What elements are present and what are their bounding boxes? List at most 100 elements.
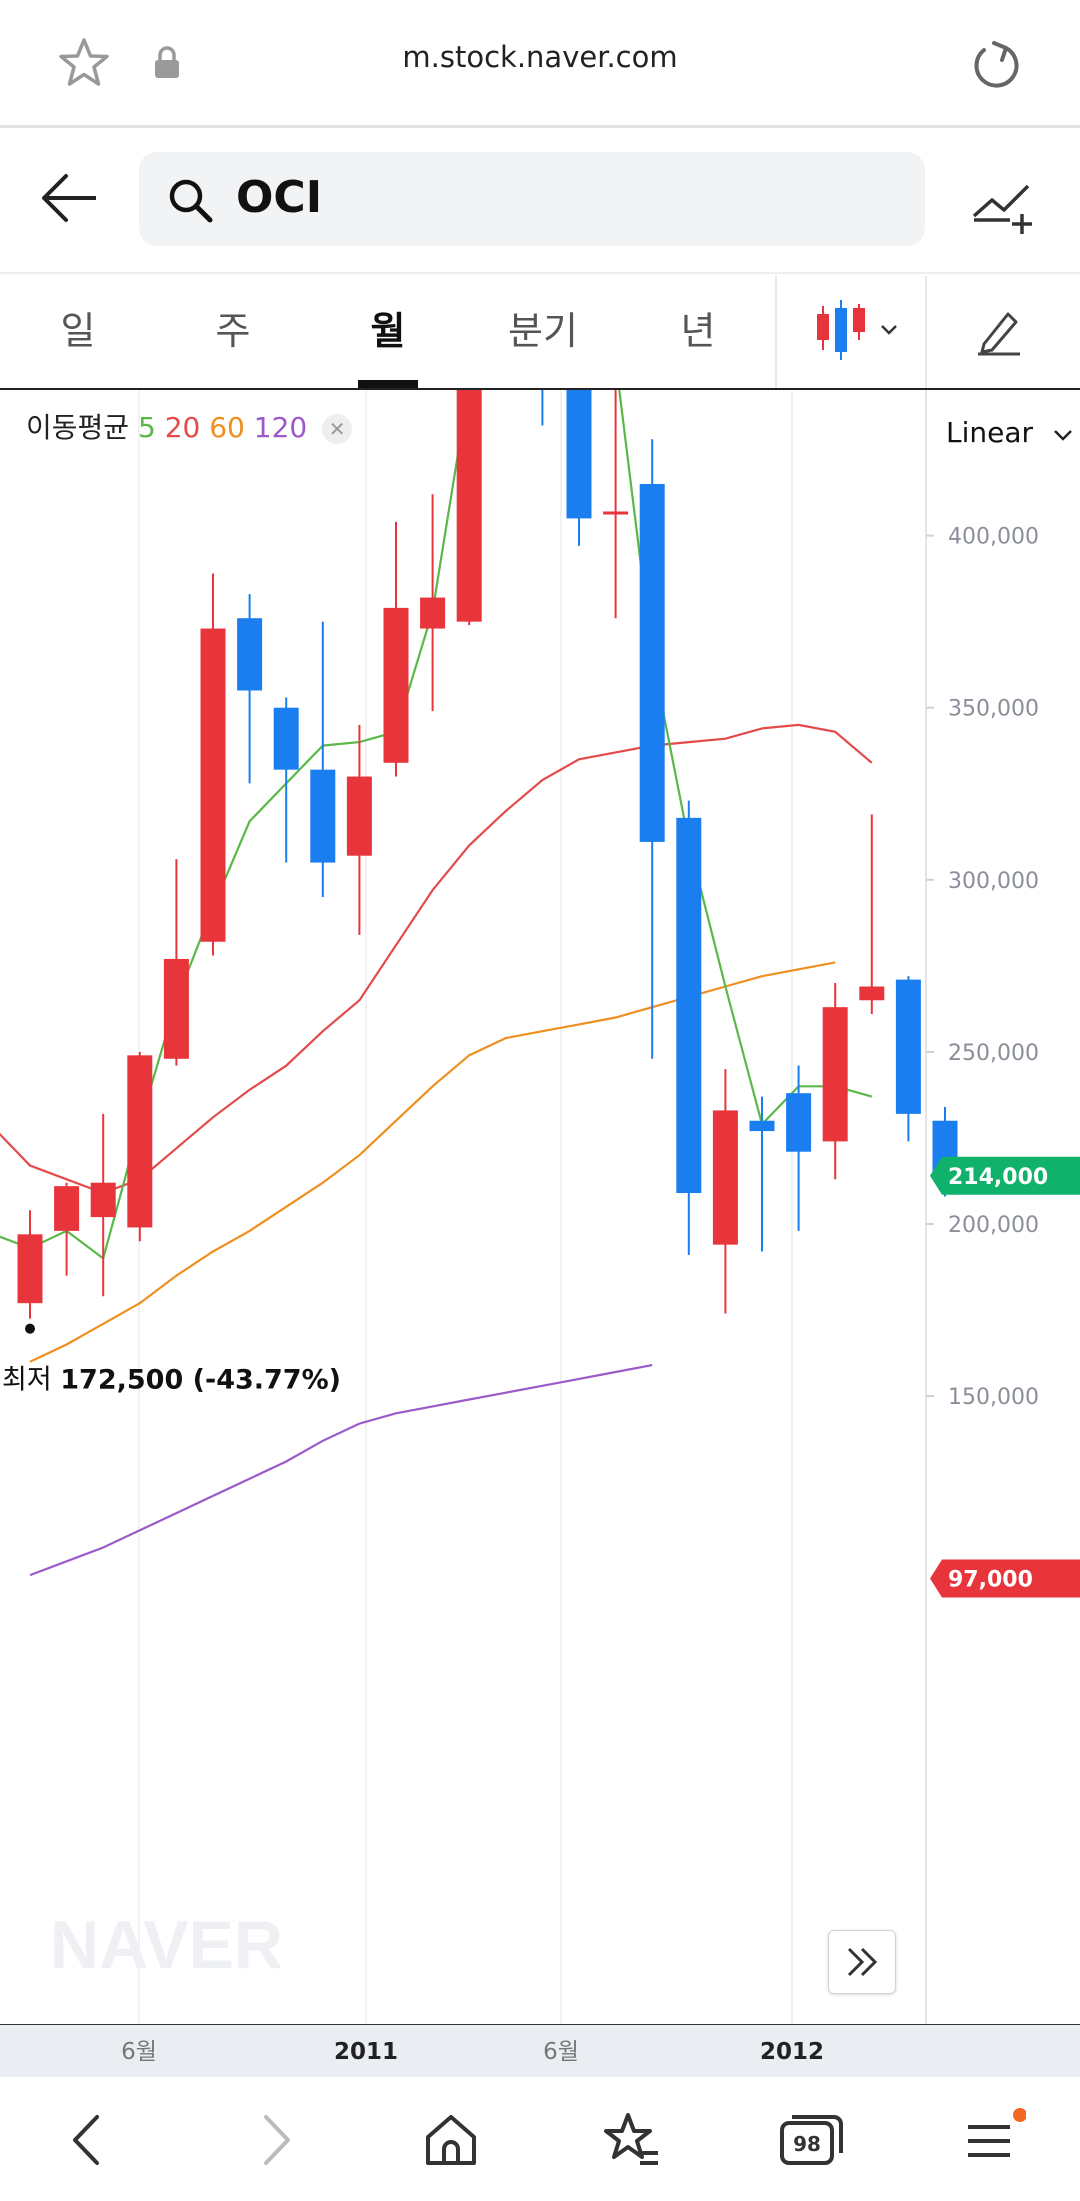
x-tick-label: 2011 xyxy=(334,2039,398,2065)
candle-body xyxy=(603,511,629,515)
y-tick-label: 200,000 xyxy=(948,1213,1039,1238)
candle-body xyxy=(346,776,372,856)
ma-120-label: 120 xyxy=(253,411,308,444)
candle-body xyxy=(237,618,263,691)
candle-body xyxy=(200,628,226,942)
x-axis-band xyxy=(0,2025,1080,2077)
candle[interactable] xyxy=(90,1113,116,1297)
nav-forward-icon[interactable] xyxy=(238,2105,308,2175)
moving-average-legend[interactable]: 이동평균 5 20 60 120 ✕ xyxy=(26,406,353,446)
candle-body xyxy=(383,607,409,763)
current-price-tag-bg xyxy=(930,1156,1080,1195)
clear-ma-close-icon[interactable]: ✕ xyxy=(322,414,353,444)
y-tick-label: 400,000 xyxy=(948,525,1039,550)
url-text[interactable]: m.stock.naver.com xyxy=(402,40,678,74)
candle-body xyxy=(822,1007,848,1142)
tab-week[interactable]: 주 xyxy=(215,309,251,353)
y-tick-label: 150,000 xyxy=(948,1385,1039,1410)
scale-label: Linear xyxy=(946,416,1034,449)
nav-menu-icon[interactable] xyxy=(956,2105,1026,2175)
y-tick-label: 350,000 xyxy=(948,697,1039,722)
candle-body xyxy=(639,483,665,842)
tabs-separator xyxy=(775,276,777,388)
candle[interactable] xyxy=(273,697,299,863)
tab-day[interactable]: 일 xyxy=(60,309,96,353)
candle-body xyxy=(420,597,446,629)
chevron-down-icon xyxy=(1054,430,1072,441)
candle[interactable] xyxy=(749,1096,775,1252)
draw-pencil-icon[interactable] xyxy=(974,306,1024,356)
candle[interactable] xyxy=(163,859,189,1066)
search-query[interactable]: OCI xyxy=(236,172,323,223)
candle[interactable] xyxy=(54,1182,80,1276)
candle[interactable] xyxy=(383,521,409,777)
low-marker xyxy=(25,1323,35,1334)
double-chevron-right-icon xyxy=(847,1947,878,1977)
candle-body xyxy=(859,986,885,1001)
candle[interactable] xyxy=(17,1210,43,1319)
candle-body xyxy=(749,1120,775,1132)
stock-search-box[interactable] xyxy=(139,152,925,246)
nav-back-icon[interactable] xyxy=(55,2105,125,2175)
ma-120-line xyxy=(29,1364,653,1577)
candle-body xyxy=(127,1055,153,1228)
browser-url-bar xyxy=(0,0,1080,128)
tab-count: 98 xyxy=(793,2132,821,2156)
browser-bottom-nav xyxy=(0,2077,1080,2201)
price-chart[interactable]: NAVER 최고 657,000 (-85.24%)최저 172,500 (-4… xyxy=(0,390,1080,2025)
search-icon xyxy=(169,179,213,223)
candle[interactable] xyxy=(712,1069,738,1314)
candle[interactable] xyxy=(822,983,848,1180)
nav-bookmarks-icon[interactable] xyxy=(596,2105,666,2175)
candle-body xyxy=(273,707,299,770)
back-arrow-icon[interactable] xyxy=(38,170,102,226)
candle[interactable] xyxy=(786,1065,812,1231)
candle[interactable] xyxy=(859,814,885,1015)
tab-year[interactable]: 년 xyxy=(680,309,716,353)
scale-selector[interactable]: Linear xyxy=(946,416,1074,449)
candle[interactable] xyxy=(237,594,263,784)
y-tick-label: 250,000 xyxy=(948,1041,1039,1066)
low-annotation: 최저 172,500 (-43.77%) xyxy=(2,1365,341,1396)
candle-body xyxy=(54,1186,80,1231)
candle-body xyxy=(456,390,482,622)
candle-body xyxy=(895,979,921,1114)
candle[interactable] xyxy=(639,439,665,1059)
candle-body xyxy=(163,958,189,1059)
candle[interactable] xyxy=(346,724,372,935)
tabs-bottom-border xyxy=(0,388,1080,390)
tab-month[interactable]: 월 xyxy=(370,309,406,353)
reload-icon[interactable] xyxy=(968,36,1024,92)
candle[interactable] xyxy=(200,573,226,956)
x-tick-label: 6월 xyxy=(121,2039,157,2065)
current-price-tag-text: 214,000 xyxy=(948,1165,1048,1190)
nav-tabs-icon[interactable]: 98 xyxy=(776,2105,846,2175)
tabs-separator xyxy=(925,276,927,388)
tab-quarter[interactable]: 분기 xyxy=(508,309,578,353)
header-divider xyxy=(0,272,1080,274)
nav-home-icon[interactable] xyxy=(416,2105,486,2175)
candle[interactable] xyxy=(456,390,482,626)
candle[interactable] xyxy=(310,621,336,898)
compare-chart-add-icon[interactable] xyxy=(970,174,1036,236)
candle-body xyxy=(17,1234,43,1304)
candle[interactable] xyxy=(676,800,702,1255)
price-tag-lower-text: 97,000 xyxy=(948,1568,1033,1593)
candle-type-selector-icon[interactable] xyxy=(812,296,902,366)
candle-body xyxy=(676,817,702,1194)
scroll-to-latest-button[interactable] xyxy=(828,1930,896,1994)
ma-20-label: 20 xyxy=(164,411,201,444)
price-tag-lower: 97,000 xyxy=(930,1559,1080,1598)
bookmark-star-icon[interactable] xyxy=(56,36,112,92)
ma-legend-label: 이동평균 xyxy=(26,411,130,444)
candle[interactable] xyxy=(566,390,592,546)
candle[interactable] xyxy=(603,390,629,619)
candle-body xyxy=(712,1110,738,1245)
candle[interactable] xyxy=(895,976,921,1142)
candle[interactable] xyxy=(127,1051,153,1242)
ma-60-label: 60 xyxy=(209,411,245,444)
x-axis: 6월 2011 6월 2012 xyxy=(121,2039,824,2065)
candle[interactable] xyxy=(530,390,555,426)
candle[interactable] xyxy=(420,494,446,712)
price-tag-lower-bg xyxy=(930,1559,1080,1598)
